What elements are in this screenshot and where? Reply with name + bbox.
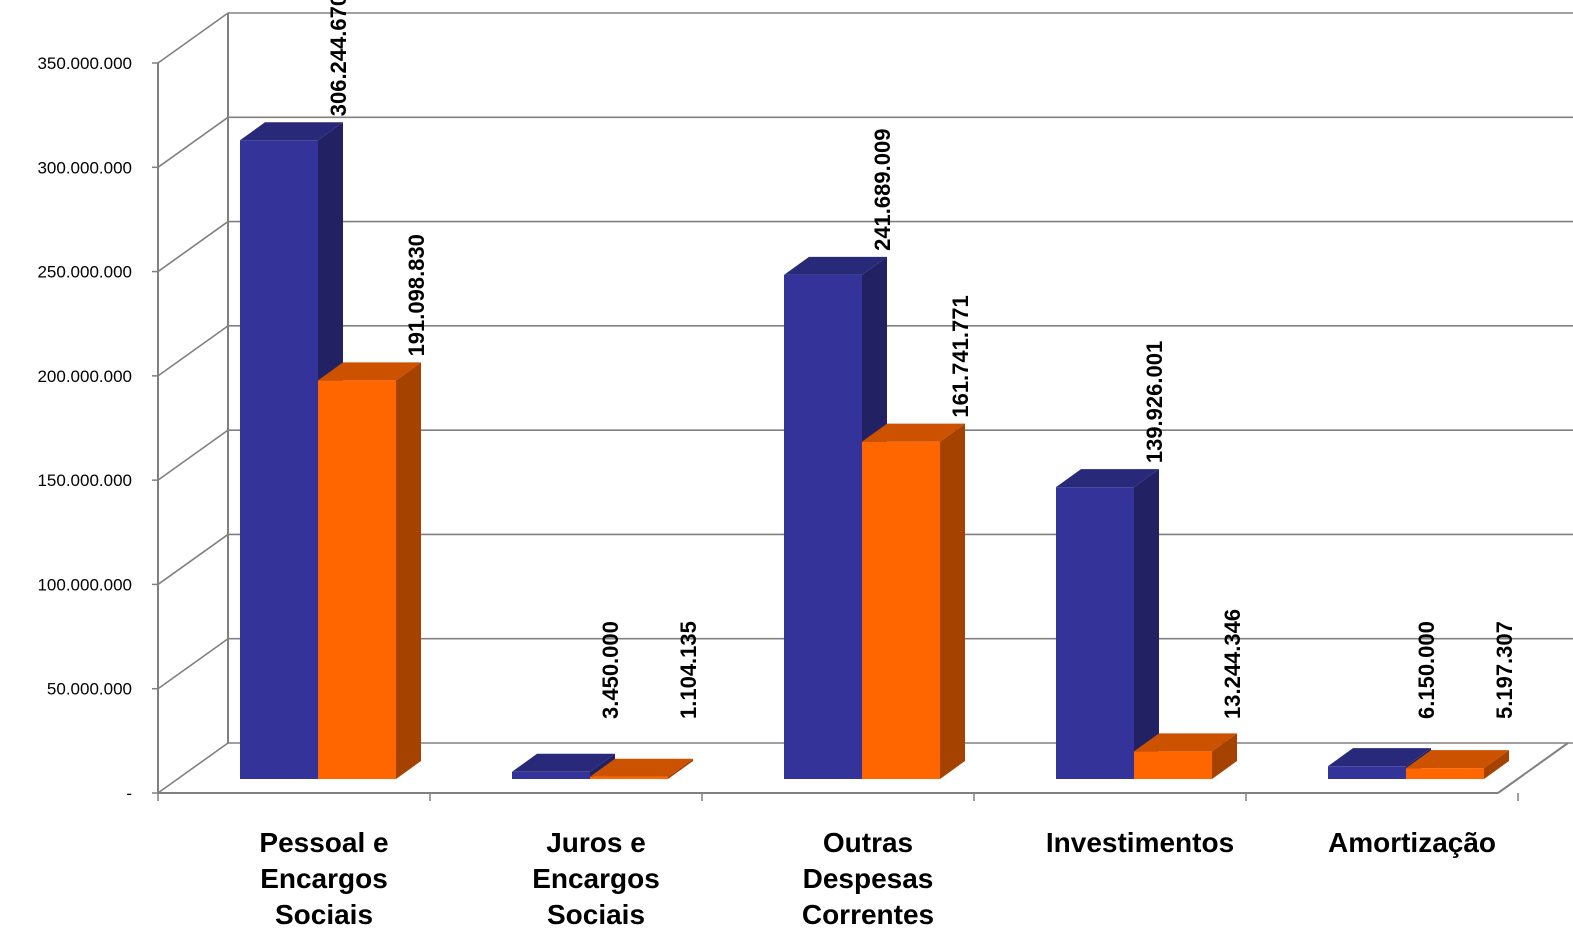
y-tick-label: 50.000.000 bbox=[47, 680, 132, 699]
y-tick-label: 100.000.000 bbox=[37, 575, 132, 594]
y-tick-label: 300.000.000 bbox=[37, 158, 132, 177]
bar bbox=[1134, 733, 1237, 779]
bar bbox=[862, 423, 965, 779]
gridline-side bbox=[157, 742, 229, 794]
data-label: 306.244.670 bbox=[326, 0, 351, 116]
category-label: Investimentos bbox=[1046, 827, 1234, 858]
data-label: 5.197.307 bbox=[1492, 621, 1517, 719]
bars bbox=[240, 122, 1509, 779]
data-label: 191.098.830 bbox=[404, 234, 429, 356]
category-label: Juros e bbox=[546, 827, 646, 858]
data-label: 1.104.135 bbox=[676, 621, 701, 719]
category-label: Sociais bbox=[547, 899, 645, 930]
gridline-side bbox=[157, 533, 229, 586]
category-label: Amortização bbox=[1328, 827, 1496, 858]
bar bbox=[318, 362, 421, 779]
gridline-side bbox=[157, 325, 229, 377]
gridline-side bbox=[157, 429, 229, 481]
bar bbox=[590, 758, 693, 779]
category-label: Encargos bbox=[260, 863, 388, 894]
y-tick-label: 350.000.000 bbox=[37, 54, 132, 73]
category-label: Pessoal e bbox=[259, 827, 388, 858]
gridline-side bbox=[157, 12, 229, 64]
y-tick-label: 200.000.000 bbox=[37, 367, 132, 386]
category-label: Despesas bbox=[803, 863, 934, 894]
data-label: 139.926.001 bbox=[1142, 341, 1167, 463]
data-labels: 306.244.670 191.098.830 3.450.000 1.104.135… bbox=[326, 0, 1517, 719]
y-axis: - 50.000.000 100.000.000 150.000.000 200.000… bbox=[37, 54, 158, 803]
data-label: 13.244.346 bbox=[1220, 609, 1245, 719]
bar bbox=[1056, 469, 1159, 779]
data-label: 6.150.000 bbox=[1414, 621, 1439, 719]
gridline-side bbox=[157, 116, 229, 168]
gridline-side bbox=[157, 220, 229, 273]
category-label: Correntes bbox=[802, 899, 934, 930]
category-label: Outras bbox=[823, 827, 913, 858]
category-label: Encargos bbox=[532, 863, 660, 894]
chart-walls bbox=[157, 13, 1569, 794]
data-label: 3.450.000 bbox=[598, 621, 623, 719]
data-label: 161.741.771 bbox=[948, 295, 973, 417]
y-tick-label: - bbox=[126, 784, 132, 803]
gridline-side bbox=[157, 638, 229, 690]
y-tick-label: 150.000.000 bbox=[37, 471, 132, 490]
category-label: Sociais bbox=[275, 899, 373, 930]
x-axis bbox=[157, 793, 1519, 801]
data-label: 241.689.009 bbox=[870, 129, 895, 251]
floor-edge bbox=[1497, 742, 1569, 794]
category-labels: Pessoal e Encargos Sociais Juros e Encargos S… bbox=[259, 827, 1496, 930]
bar bbox=[1406, 750, 1509, 779]
y-tick-label: 250.000.000 bbox=[37, 263, 132, 282]
